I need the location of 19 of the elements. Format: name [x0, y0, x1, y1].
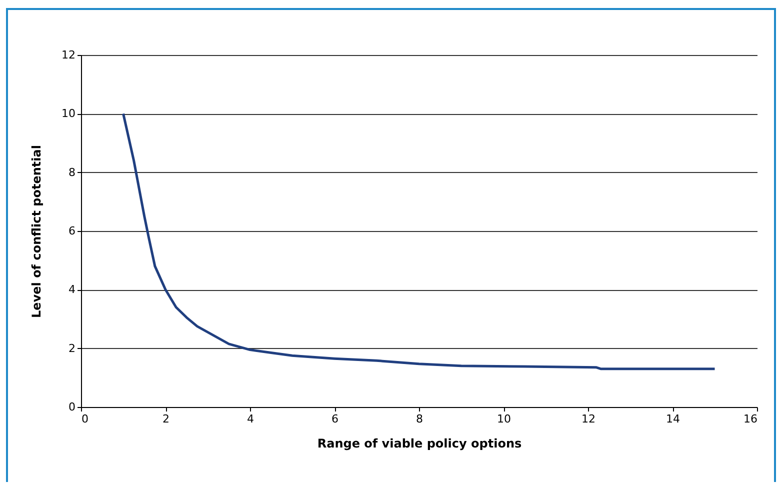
x-tick-label: 14: [666, 412, 680, 426]
y-tick-label: 10: [62, 107, 76, 120]
y-tick-label: 4: [68, 283, 76, 296]
x-tick-label: 2: [162, 412, 170, 426]
y-axis-title: Level of conflict potential: [30, 145, 44, 318]
y-tick-label: 2: [68, 342, 76, 355]
y-tick-label: 0: [68, 400, 76, 414]
x-tick-label: 10: [497, 412, 511, 426]
x-tick-label: 12: [582, 412, 596, 426]
y-tick-label: 6: [68, 224, 76, 238]
line-series: [122, 112, 716, 370]
y-tick-label: 8: [68, 166, 76, 179]
x-tick-label: 0: [82, 412, 88, 426]
y-tick-label: 12: [62, 48, 76, 62]
x-tick-label: 6: [332, 412, 338, 426]
x-axis-title: Range of viable policy options: [317, 436, 522, 450]
x-tick-label: 8: [416, 412, 423, 426]
x-tick-label: 4: [247, 412, 254, 426]
x-tick-label: 16: [744, 412, 758, 426]
